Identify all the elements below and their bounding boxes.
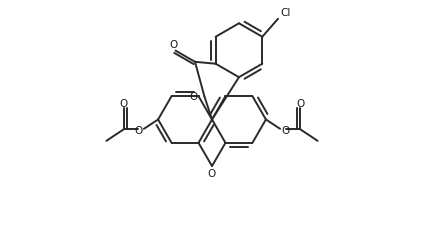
Text: O: O <box>282 125 290 135</box>
Text: O: O <box>297 98 305 108</box>
Text: Cl: Cl <box>280 8 290 18</box>
Text: O: O <box>170 40 178 50</box>
Text: O: O <box>190 92 198 102</box>
Text: O: O <box>119 98 127 108</box>
Text: O: O <box>208 168 216 178</box>
Text: O: O <box>134 125 142 135</box>
